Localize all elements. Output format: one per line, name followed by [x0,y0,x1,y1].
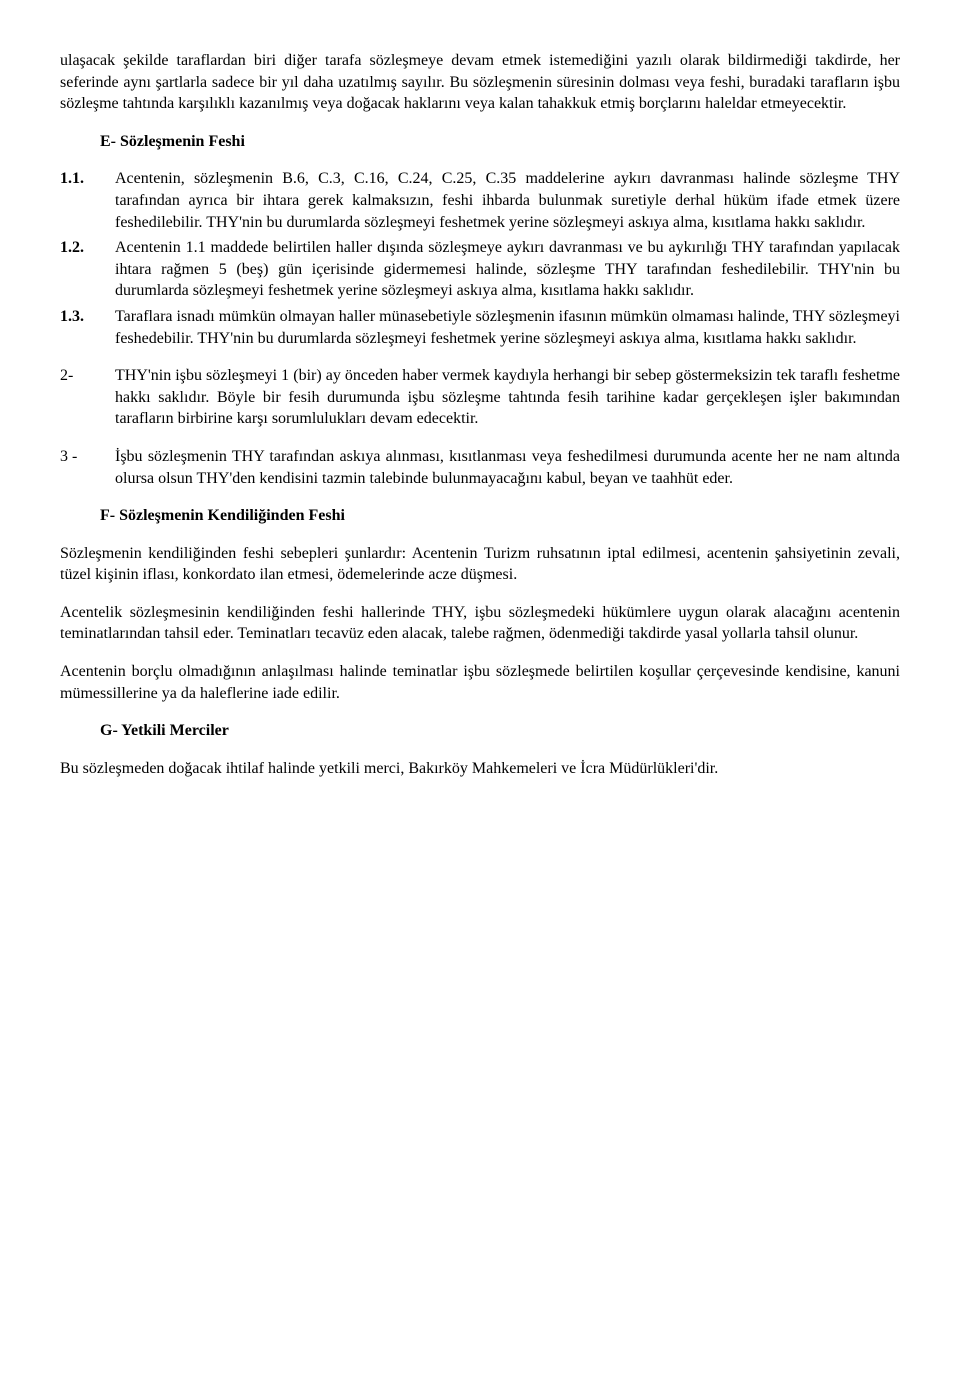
item-1-1-text: Acentenin, sözleşmenin B.6, C.3, C.16, C… [115,168,900,233]
section-f-para2: Acentelik sözleşmesinin kendiliğinden fe… [60,602,900,645]
item-1-2-text: Acentenin 1.1 maddede belirtilen haller … [115,237,900,302]
intro-paragraph: ulaşacak şekilde taraflardan biri diğer … [60,50,900,115]
item-1-2: 1.2. Acentenin 1.1 maddede belirtilen ha… [60,237,900,302]
section-g-para1: Bu sözleşmeden doğacak ihtilaf halinde y… [60,758,900,780]
item-3-text: İşbu sözleşmenin THY tarafından askıya a… [115,446,900,489]
section-f-heading: F- Sözleşmenin Kendiliğinden Feshi [60,505,900,527]
section-g-heading: G- Yetkili Merciler [60,720,900,742]
item-1-3-label: 1.3. [60,306,115,349]
item-1-1-label: 1.1. [60,168,115,233]
section-e-heading: E- Sözleşmenin Feshi [60,131,900,153]
item-2-text: THY'nin işbu sözleşmeyi 1 (bir) ay önced… [115,365,900,430]
section-f-para3: Acentenin borçlu olmadığının anlaşılması… [60,661,900,704]
item-3-label: 3 - [60,446,115,489]
item-1-2-label: 1.2. [60,237,115,302]
item-1-3-text: Taraflara isnadı mümkün olmayan haller m… [115,306,900,349]
section-f-para1: Sözleşmenin kendiliğinden feshi sebepler… [60,543,900,586]
item-2-label: 2- [60,365,115,430]
item-2: 2- THY'nin işbu sözleşmeyi 1 (bir) ay ön… [60,365,900,430]
item-1-1: 1.1. Acentenin, sözleşmenin B.6, C.3, C.… [60,168,900,233]
item-3: 3 - İşbu sözleşmenin THY tarafından askı… [60,446,900,489]
item-1-3: 1.3. Taraflara isnadı mümkün olmayan hal… [60,306,900,349]
